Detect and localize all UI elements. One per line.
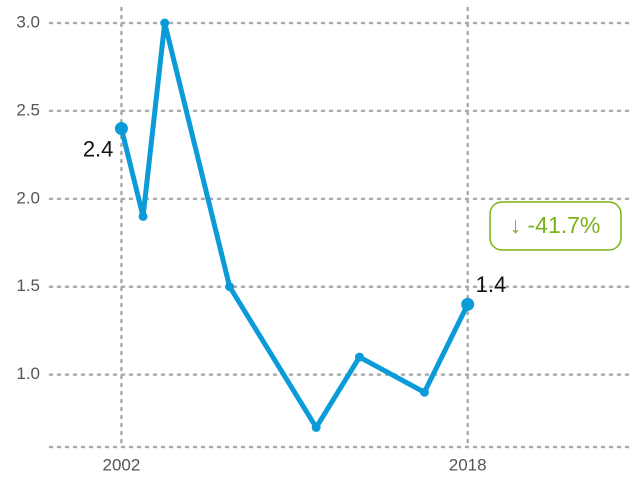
point <box>461 297 475 311</box>
x-tick-label: 2018 <box>449 455 487 474</box>
point <box>419 387 429 397</box>
y-tick-label: 3.0 <box>16 12 40 31</box>
change-label: ↓ -41.7% <box>510 212 601 238</box>
data-label: 1.4 <box>476 272 507 297</box>
y-tick-label: 2.0 <box>16 188 40 207</box>
y-tick-label: 1.0 <box>16 364 40 383</box>
point <box>311 422 321 432</box>
change-badge <box>489 201 622 251</box>
x-tick-label: 2002 <box>103 455 141 474</box>
y-tick-label: 1.5 <box>16 276 40 295</box>
point <box>160 18 170 28</box>
point <box>354 352 364 362</box>
point <box>114 122 128 135</box>
data-label: 2.4 <box>83 136 114 161</box>
point <box>225 282 235 292</box>
line <box>118 20 470 430</box>
y-tick-label: 2.5 <box>16 100 40 119</box>
point <box>138 211 148 221</box>
